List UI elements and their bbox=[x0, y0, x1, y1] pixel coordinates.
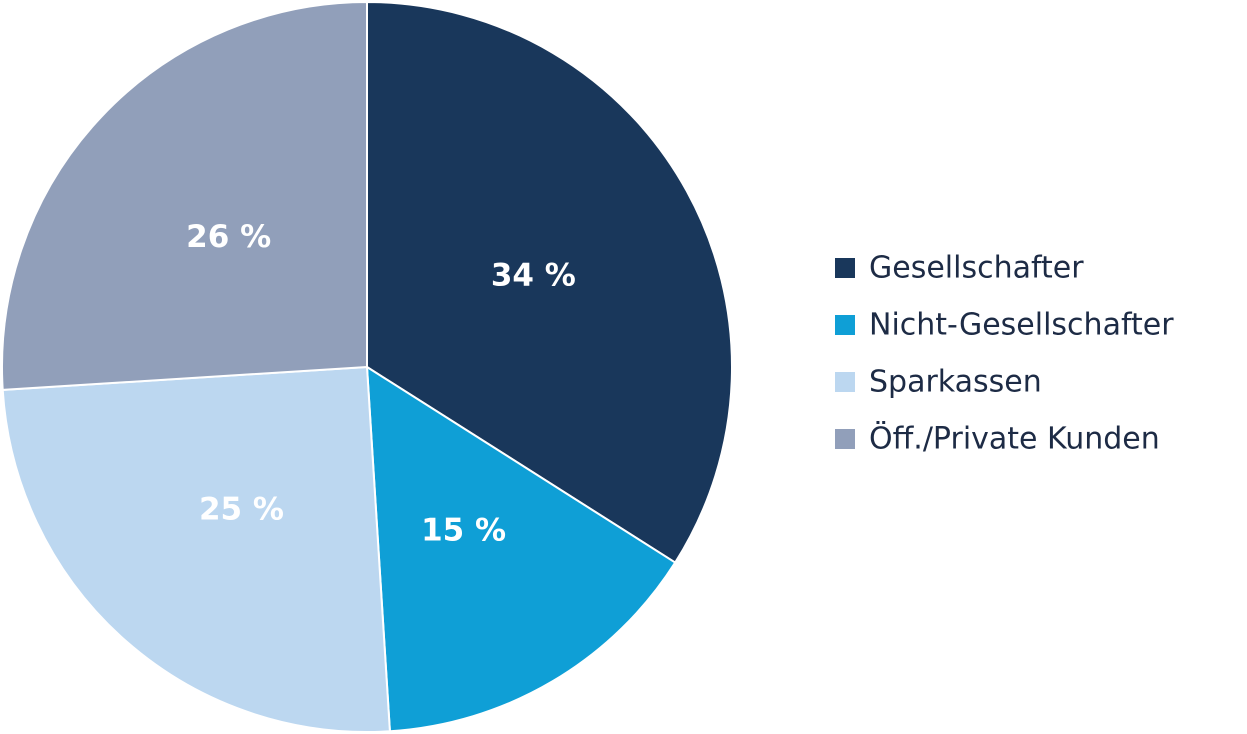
legend-item-gesellschafter: Gesellschafter bbox=[835, 251, 1084, 286]
slice-label-gesellschafter: 34 % bbox=[491, 258, 576, 294]
pie-labels: 34 % 15 % 25 % 26 % bbox=[186, 219, 576, 548]
legend-label: Gesellschafter bbox=[869, 251, 1084, 286]
legend: Gesellschafter Nicht-Gesellschafter Sparka… bbox=[835, 251, 1174, 457]
legend-item-sparkassen: Sparkassen bbox=[835, 365, 1042, 400]
pie-slice-off-private-kunden bbox=[1, 0, 368, 391]
legend-item-off-private-kunden: Öff./Private Kunden bbox=[835, 421, 1160, 457]
slice-label-nicht-gesellschafter: 15 % bbox=[421, 512, 506, 548]
pie-slice-sparkassen bbox=[1, 365, 391, 733]
legend-label: Öff./Private Kunden bbox=[869, 421, 1160, 457]
slice-label-off-private-kunden: 26 % bbox=[186, 219, 271, 255]
pie-slice-gesellschafter bbox=[366, 0, 733, 564]
legend-label: Nicht-Gesellschafter bbox=[869, 308, 1174, 343]
legend-swatch bbox=[835, 258, 855, 278]
pie-slice-nicht-gesellschafter bbox=[365, 365, 677, 733]
pie-slices bbox=[1, 0, 733, 733]
legend-swatch bbox=[835, 315, 855, 335]
legend-swatch bbox=[835, 429, 855, 449]
legend-label: Sparkassen bbox=[869, 365, 1042, 400]
slice-label-sparkassen: 25 % bbox=[199, 491, 284, 527]
legend-item-nicht-gesellschafter: Nicht-Gesellschafter bbox=[835, 308, 1174, 343]
legend-swatch bbox=[835, 372, 855, 392]
